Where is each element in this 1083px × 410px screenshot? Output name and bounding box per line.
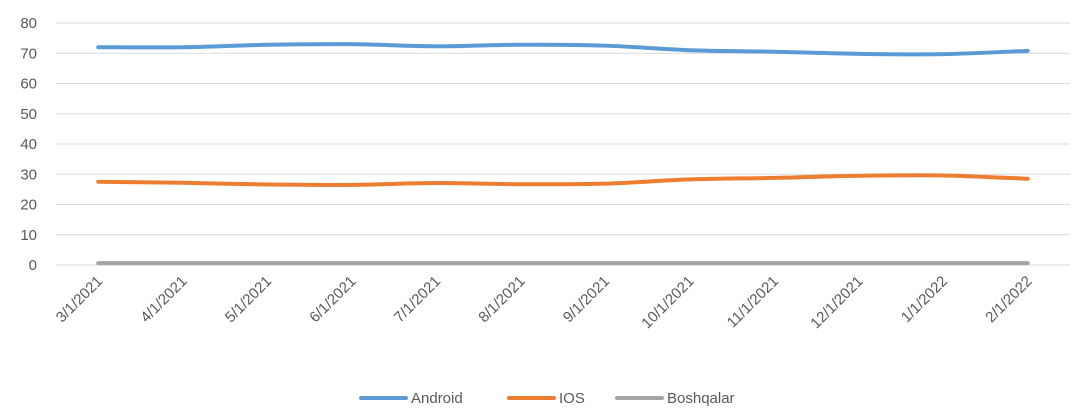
legend: Android IOS Boshqalar (359, 390, 735, 407)
series-lines (96, 42, 1030, 266)
series-line-ios (96, 173, 1030, 187)
y-tick-label: 10 (20, 227, 37, 244)
y-tick-label: 80 (20, 15, 37, 32)
y-tick-label: 0 (29, 257, 37, 274)
x-tick-label: 2/1/2022 (982, 273, 1035, 326)
legend-label-ios: IOS (559, 390, 585, 407)
x-tick-label: 12/1/2021 (807, 273, 866, 332)
legend-label-boshqalar: Boshqalar (667, 390, 735, 407)
gridlines (56, 22, 1070, 266)
x-tick-label: 3/1/2021 (53, 273, 106, 326)
x-tick-label: 11/1/2021 (724, 273, 782, 331)
y-tick-label: 30 (20, 166, 37, 183)
y-tick-label: 60 (20, 76, 37, 93)
x-tick-label: 6/1/2021 (306, 273, 359, 326)
x-tick-label: 7/1/2021 (391, 273, 444, 326)
y-tick-label: 50 (20, 106, 37, 123)
series-line-android (96, 42, 1030, 57)
x-axis-tick-labels: 3/1/2021 4/1/2021 5/1/2021 6/1/2021 7/1/2021… (53, 273, 1036, 332)
y-axis-tick-labels: 0 10 20 30 40 50 60 70 80 (20, 15, 37, 274)
x-tick-label: 10/1/2021 (638, 273, 697, 332)
y-tick-label: 70 (20, 45, 37, 62)
x-tick-label: 8/1/2021 (475, 273, 528, 326)
x-tick-label: 9/1/2021 (560, 273, 613, 326)
x-tick-label: 4/1/2021 (137, 273, 190, 326)
y-tick-label: 20 (20, 197, 37, 214)
x-tick-label: 1/1/2022 (898, 273, 951, 326)
y-tick-label: 40 (20, 136, 37, 153)
x-tick-label: 5/1/2021 (222, 273, 275, 326)
legend-label-android: Android (411, 390, 463, 407)
